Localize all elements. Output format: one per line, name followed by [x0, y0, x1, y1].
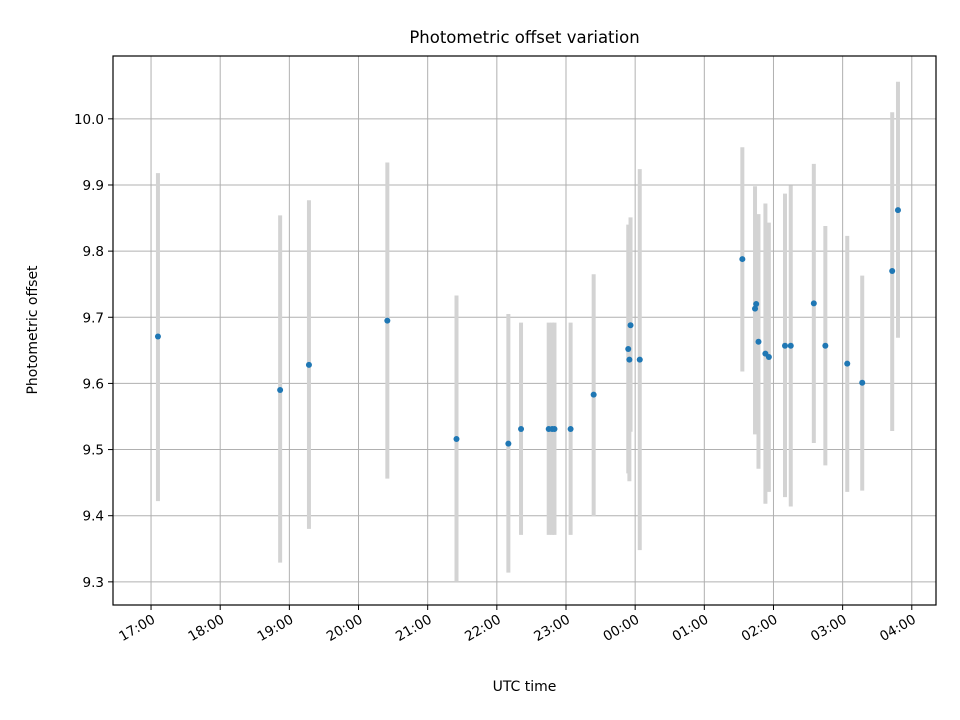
- data-point: [889, 267, 896, 274]
- data-point: [822, 342, 829, 349]
- data-point: [305, 361, 312, 368]
- data-point: [518, 426, 525, 433]
- data-point: [551, 426, 558, 433]
- y-tick-label: 9.7: [83, 310, 104, 326]
- grid: [113, 56, 936, 605]
- data-point: [627, 322, 634, 329]
- y-tick-label: 9.5: [83, 443, 104, 459]
- y-axis-ticks: 9.3 9.4 9.5 9.6 9.7 9.8 9.9 10.0: [74, 112, 113, 591]
- data-point: [844, 360, 851, 367]
- y-tick-label: 9.6: [83, 376, 104, 392]
- data-point: [567, 426, 574, 433]
- data-point: [636, 356, 643, 363]
- chart-title: Photometric offset variation: [409, 28, 639, 47]
- data-point: [894, 207, 901, 214]
- data-point: [739, 256, 746, 263]
- y-tick-label: 9.3: [83, 575, 104, 591]
- data-point: [384, 317, 391, 324]
- data-point: [810, 300, 817, 307]
- data-point: [590, 391, 597, 398]
- y-tick-label: 10.0: [74, 112, 104, 128]
- data-point: [626, 356, 633, 363]
- y-tick-label: 9.4: [83, 509, 104, 525]
- data-point: [782, 342, 789, 349]
- data-point: [625, 346, 632, 353]
- data-points: [154, 207, 901, 447]
- data-point: [453, 435, 460, 442]
- data-point: [753, 301, 760, 308]
- data-point: [765, 353, 772, 360]
- x-axis-label: UTC time: [493, 679, 557, 695]
- data-point: [505, 440, 512, 447]
- data-point: [787, 342, 794, 349]
- y-tick-label: 9.8: [83, 244, 104, 260]
- y-tick-label: 9.9: [83, 178, 104, 194]
- data-point: [277, 387, 284, 394]
- data-point: [755, 338, 762, 345]
- data-point: [859, 379, 866, 386]
- plot-frame: [112, 55, 937, 606]
- y-axis-label: Photometric offset: [25, 265, 41, 395]
- data-point: [154, 333, 161, 340]
- data-point: [752, 305, 759, 312]
